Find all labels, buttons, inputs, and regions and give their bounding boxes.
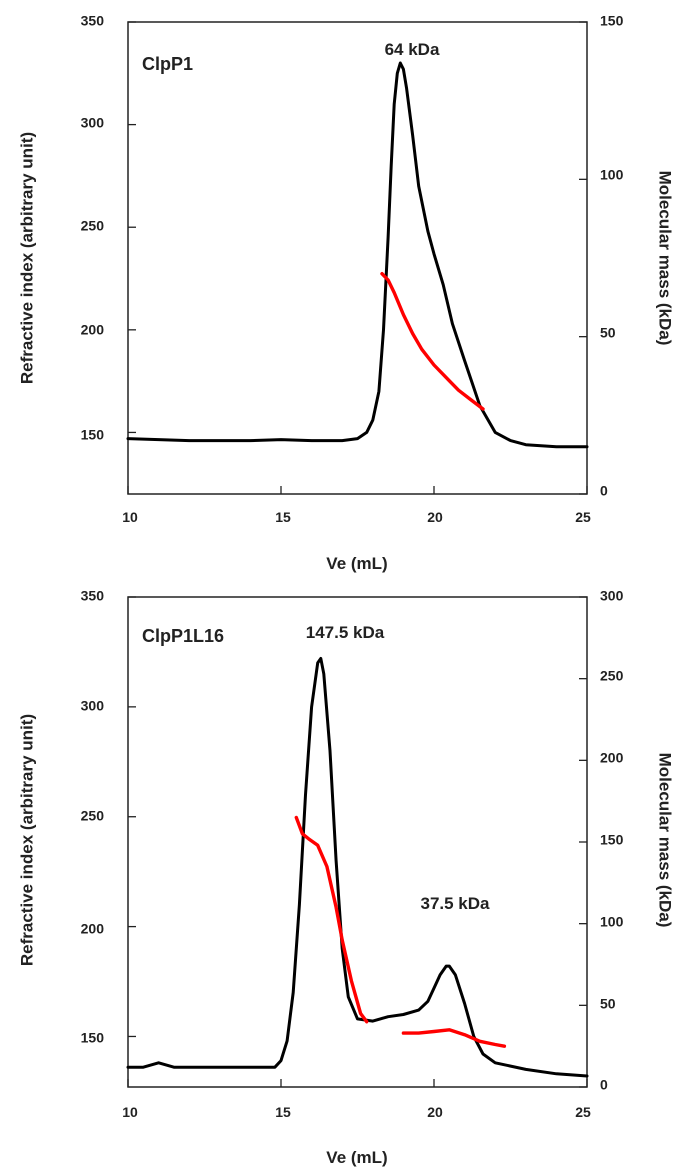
- molecular-mass-series-line: [401, 1028, 507, 1048]
- y-right-tick-label: 0: [600, 1077, 608, 1093]
- y-right-tick-labels: 0 50 100 150 200 250 300: [600, 588, 624, 1093]
- y-left-tick-label: 250: [81, 218, 105, 234]
- y-right-tick-label: 250: [600, 668, 624, 684]
- y-left-tick-label: 200: [81, 322, 105, 338]
- y-left-tick-label: 150: [81, 1030, 105, 1046]
- x-tick-label: 25: [575, 1104, 591, 1120]
- y-left-tick-label: 150: [81, 427, 105, 443]
- refractive-index-series-line: [126, 61, 589, 449]
- x-tick-label: 10: [122, 1104, 138, 1120]
- x-tick-label: 15: [275, 509, 291, 525]
- x-axis-title: Ve (mL): [326, 1148, 387, 1167]
- y-right-tick-label: 50: [600, 325, 616, 341]
- tick-marks: [127, 21, 588, 495]
- y-left-tick-label: 250: [81, 808, 105, 824]
- plot-frame: [127, 596, 588, 1088]
- y-left-tick-label: 350: [81, 13, 105, 29]
- y-axis-left-title: Refractive index (arbitrary unit): [17, 714, 36, 966]
- molecular-mass-series-line: [294, 815, 369, 1024]
- y-right-tick-label: 0: [600, 483, 608, 499]
- y-right-tick-label: 150: [600, 832, 624, 848]
- panel-label: ClpP1: [142, 54, 193, 74]
- x-tick-label: 25: [575, 509, 591, 525]
- y-axis-right-title: Molecular mass (kDa): [656, 171, 675, 346]
- peak-annotation: 64 kDa: [385, 40, 440, 59]
- x-axis-title: Ve (mL): [326, 554, 387, 573]
- molecular-mass-series-line: [380, 272, 485, 411]
- chart-panel-clpp1l16: 150 200 250 300 350 0 50 100 150 200 250…: [17, 588, 674, 1167]
- y-left-tick-label: 350: [81, 588, 105, 604]
- x-tick-labels: 10 15 20 25: [122, 509, 591, 525]
- y-axis-right-title: Molecular mass (kDa): [656, 753, 675, 928]
- y-left-tick-label: 300: [81, 115, 105, 131]
- peak-annotation: 37.5 kDa: [421, 894, 491, 913]
- y-axis-left-title: Refractive index (arbitrary unit): [17, 132, 36, 384]
- series-layer: [126, 61, 589, 449]
- series-layer: [126, 657, 589, 1078]
- y-left-tick-label: 300: [81, 698, 105, 714]
- x-tick-label: 10: [122, 509, 138, 525]
- y-right-tick-label: 150: [600, 13, 624, 29]
- refractive-index-series-line: [126, 657, 589, 1078]
- panel-label: ClpP1L16: [142, 626, 224, 646]
- y-left-tick-labels: 150 200 250 300 350: [81, 13, 105, 443]
- y-right-tick-label: 300: [600, 588, 624, 604]
- y-right-tick-label: 100: [600, 167, 624, 183]
- x-tick-label: 20: [427, 509, 443, 525]
- peak-annotation: 147.5 kDa: [306, 623, 385, 642]
- x-tick-label: 15: [275, 1104, 291, 1120]
- chart-panel-clpp1: 150 200 250 300 350 0 50 100 150 10 15 2…: [17, 13, 674, 573]
- y-right-tick-label: 50: [600, 996, 616, 1012]
- y-right-tick-labels: 0 50 100 150: [600, 13, 624, 499]
- y-left-tick-labels: 150 200 250 300 350: [81, 588, 105, 1046]
- x-tick-label: 20: [427, 1104, 443, 1120]
- y-right-tick-label: 200: [600, 750, 624, 766]
- y-left-tick-label: 200: [81, 921, 105, 937]
- plot-frame: [127, 21, 588, 495]
- y-right-tick-label: 100: [600, 914, 624, 930]
- tick-marks: [127, 596, 588, 1088]
- x-tick-labels: 10 15 20 25: [122, 1104, 591, 1120]
